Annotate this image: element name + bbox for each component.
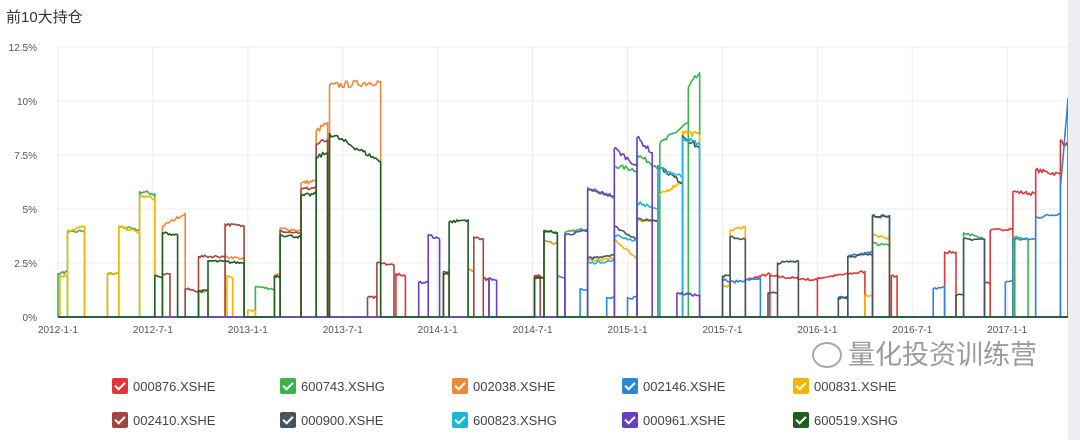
legend-label: 000900.XSHE [301,412,384,428]
x-tick-label: 2016-1-1 [797,325,837,336]
legend-item[interactable]: 000961.XSHE [622,411,725,429]
legend-checkbox[interactable] [112,378,128,394]
legend-checkbox[interactable] [622,378,638,394]
legend-label: 000961.XSHE [643,412,726,428]
legend-checkbox[interactable] [112,412,128,428]
y-tick-label: 5% [23,205,38,216]
y-tick-label: 12.5% [9,43,37,54]
legend-label: 600519.XSHG [814,412,898,428]
legend-item[interactable]: 600743.XSHG [280,377,385,395]
x-tick-label: 2013-7-1 [323,325,363,336]
x-tick-label: 2014-7-1 [513,325,553,336]
y-tick-label: 0% [23,313,38,324]
series-line-600519-xshg [58,132,1068,318]
legend-checkbox[interactable] [452,412,468,428]
legend-item[interactable]: 000900.XSHE [280,411,383,429]
legend-checkbox[interactable] [280,412,296,428]
x-tick-label: 2012-7-1 [133,325,173,336]
x-tick-label: 2015-7-1 [702,325,742,336]
series-line-000831-xshe [58,129,1068,318]
x-tick-label: 2015-1-1 [608,325,648,336]
legend-checkbox[interactable] [280,378,296,394]
legend-label: 002038.XSHE [473,378,556,394]
series-line-002410-xshe [58,139,1068,318]
y-tick-label: 7.5% [14,151,37,162]
legend-label: 002410.XSHE [133,412,216,428]
series-line-000876-xshe [58,139,1069,318]
legend-checkbox[interactable] [793,412,809,428]
series-line-002038-xshe [58,79,1068,318]
watermark: 量化投资训练营 [812,339,1037,371]
legend-item[interactable]: 600823.XSHG [452,411,557,429]
legend-item[interactable]: 000876.XSHE [112,377,215,395]
legend-checkbox[interactable] [622,412,638,428]
legend-item[interactable]: 002038.XSHE [452,377,555,395]
chart-title: 前10大持仓 [6,9,83,26]
y-tick-label: 2.5% [14,259,37,270]
series-line-600823-xshg [58,136,1068,318]
legend-checkbox[interactable] [793,378,809,394]
series-line-002146-xshe [58,98,1069,318]
y-tick-label: 10% [17,97,37,108]
wechat-icon [812,342,842,368]
x-tick-label: 2017-1-1 [987,325,1027,336]
legend-item[interactable]: 002410.XSHE [112,411,215,429]
legend-label: 600823.XSHG [473,412,557,428]
legend-checkbox[interactable] [452,378,468,394]
x-tick-label: 2012-1-1 [38,325,78,336]
scrollbar-track[interactable] [1068,0,1080,440]
legend-label: 600743.XSHG [301,378,385,394]
x-tick-label: 2013-1-1 [228,325,268,336]
watermark-text: 量化投资训练营 [848,340,1037,370]
legend-item[interactable]: 600519.XSHG [793,411,898,429]
legend-label: 002146.XSHE [643,378,726,394]
series-line-000961-xshe [58,135,1068,318]
x-tick-label: 2016-7-1 [892,325,932,336]
legend-item[interactable]: 000831.XSHE [793,377,896,395]
legend-label: 000876.XSHE [133,378,216,394]
series-line-000900-xshe [58,134,1068,318]
x-tick-label: 2014-1-1 [418,325,458,336]
series-line-600743-xshg [57,72,1068,318]
legend-label: 000831.XSHE [814,378,897,394]
legend-item[interactable]: 002146.XSHE [622,377,725,395]
